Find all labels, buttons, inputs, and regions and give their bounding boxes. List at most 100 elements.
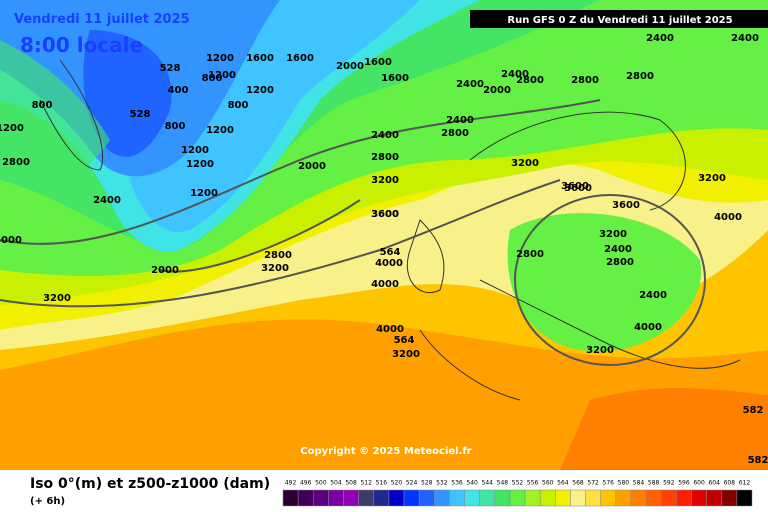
contour-label: 400: [168, 85, 189, 96]
contour-label: 2400: [501, 69, 529, 80]
contour-label: 3600: [371, 209, 399, 220]
contour-label: 2800: [441, 128, 469, 139]
contour-label: 3600: [561, 181, 589, 192]
run-box: [470, 10, 768, 28]
contour-label: 4000: [0, 235, 22, 246]
color-swatch: [388, 489, 405, 507]
date-label: Vendredi 11 juillet 2025: [14, 12, 190, 27]
color-swatch: [706, 489, 722, 507]
contour-label: 2400: [639, 290, 667, 301]
scale-label: 600: [693, 480, 705, 487]
scale-label: 552: [512, 480, 524, 487]
contour-label: 3200: [599, 229, 627, 240]
contour-label: 1600: [246, 53, 274, 64]
contour-label: 1600: [364, 57, 392, 68]
scale-label: 608: [724, 480, 736, 487]
color-swatch: [645, 489, 662, 507]
contour-label: 528: [130, 109, 151, 120]
scale-label: 596: [678, 480, 690, 487]
map-background: [0, 0, 768, 470]
scale-label: 520: [391, 480, 403, 487]
scale-label: 612: [739, 480, 751, 487]
color-swatch: [555, 489, 571, 507]
color-swatch: [691, 489, 707, 507]
color-swatch: [313, 489, 329, 507]
scale-label: 564: [557, 480, 569, 487]
contour-label: 2400: [446, 115, 474, 126]
scale-label: 544: [482, 480, 494, 487]
contour-label: 2000: [151, 265, 179, 276]
footer-step: (+ 6h): [30, 496, 65, 507]
scale-label: 580: [618, 480, 630, 487]
color-swatch: [676, 489, 692, 507]
color-swatch: [736, 489, 753, 507]
color-swatch: [524, 489, 541, 507]
contour-label: 4000: [634, 322, 662, 333]
contour-label: 2400: [371, 130, 399, 141]
contour-label: 1200: [186, 159, 214, 170]
scale-label: 516: [376, 480, 388, 487]
color-swatch: [464, 489, 480, 507]
color-swatch: [721, 489, 738, 507]
contour-label: 2800: [264, 250, 292, 261]
scale-label: 496: [300, 480, 312, 487]
color-swatch: [600, 489, 617, 507]
scale-label: 548: [497, 480, 509, 487]
contour-label: 2000: [483, 85, 511, 96]
scale-label: 524: [406, 480, 418, 487]
contour-label: 2000: [298, 161, 326, 172]
color-swatch: [494, 489, 511, 507]
scale-label: 528: [421, 480, 433, 487]
contour-label: 1200: [206, 53, 234, 64]
time-label: 8:00 locale: [20, 33, 143, 57]
contours: [0, 99, 706, 366]
color-swatch: [403, 489, 420, 507]
run-label: Run GFS 0 Z du Vendredi 11 juillet 2025: [507, 15, 732, 26]
scale-label: 536: [451, 480, 463, 487]
scale-label: 492: [285, 480, 297, 487]
contour-label: 1200: [190, 188, 218, 199]
contour-label: 1600: [381, 73, 409, 84]
contour-label: 2400: [646, 33, 674, 44]
footer-title: Iso 0°(m) et z500-z1000 (dam): [30, 476, 270, 492]
scale-label: 532: [436, 480, 448, 487]
contour-label: 2400: [93, 195, 121, 206]
contour-label: 800: [202, 73, 223, 84]
contour-label: 4000: [376, 324, 404, 335]
contour-label: 1200: [246, 85, 274, 96]
contour-label: 1200: [181, 145, 209, 156]
contour-label: 3200: [261, 263, 289, 274]
color-swatch: [373, 489, 390, 507]
contour-label: 2800: [606, 257, 634, 268]
color-swatch: [570, 489, 586, 507]
color-swatch: [479, 489, 496, 507]
contour-label: 800: [165, 121, 186, 132]
color-swatch: [297, 489, 314, 507]
contour-label: 2800: [371, 152, 399, 163]
contour-label: 3200: [371, 175, 399, 186]
color-scale: 492 496 500 504 508 512 516 520 524 528 532 536 540 5…: [282, 480, 753, 507]
color-swatch: [328, 489, 344, 507]
contour-label: 2800: [2, 157, 30, 168]
contour-label: 3200: [586, 345, 614, 356]
contour-label: 582: [743, 405, 764, 416]
color-swatch: [630, 489, 647, 507]
contour-label: 800: [32, 100, 53, 111]
color-swatch: [449, 489, 465, 507]
contour-label: 1600: [286, 53, 314, 64]
color-swatch: [660, 489, 677, 507]
contour-label: 800: [228, 100, 249, 111]
scale-label: 592: [663, 480, 675, 487]
contour-label: 4000: [714, 212, 742, 223]
contour-label: 1200: [0, 123, 24, 134]
contour-label: 3600: [564, 183, 592, 194]
contour-label: 1200: [208, 70, 236, 81]
contour-labels: 1200 160012008005288001200160012004005288…: [0, 33, 768, 466]
color-swatch: [615, 489, 632, 507]
contour-label: 2000: [336, 61, 364, 72]
contour-label: 2400: [731, 33, 759, 44]
contour-label: 2800: [516, 249, 544, 260]
color-swatch: [585, 489, 601, 507]
scale-label: 540: [466, 480, 478, 487]
